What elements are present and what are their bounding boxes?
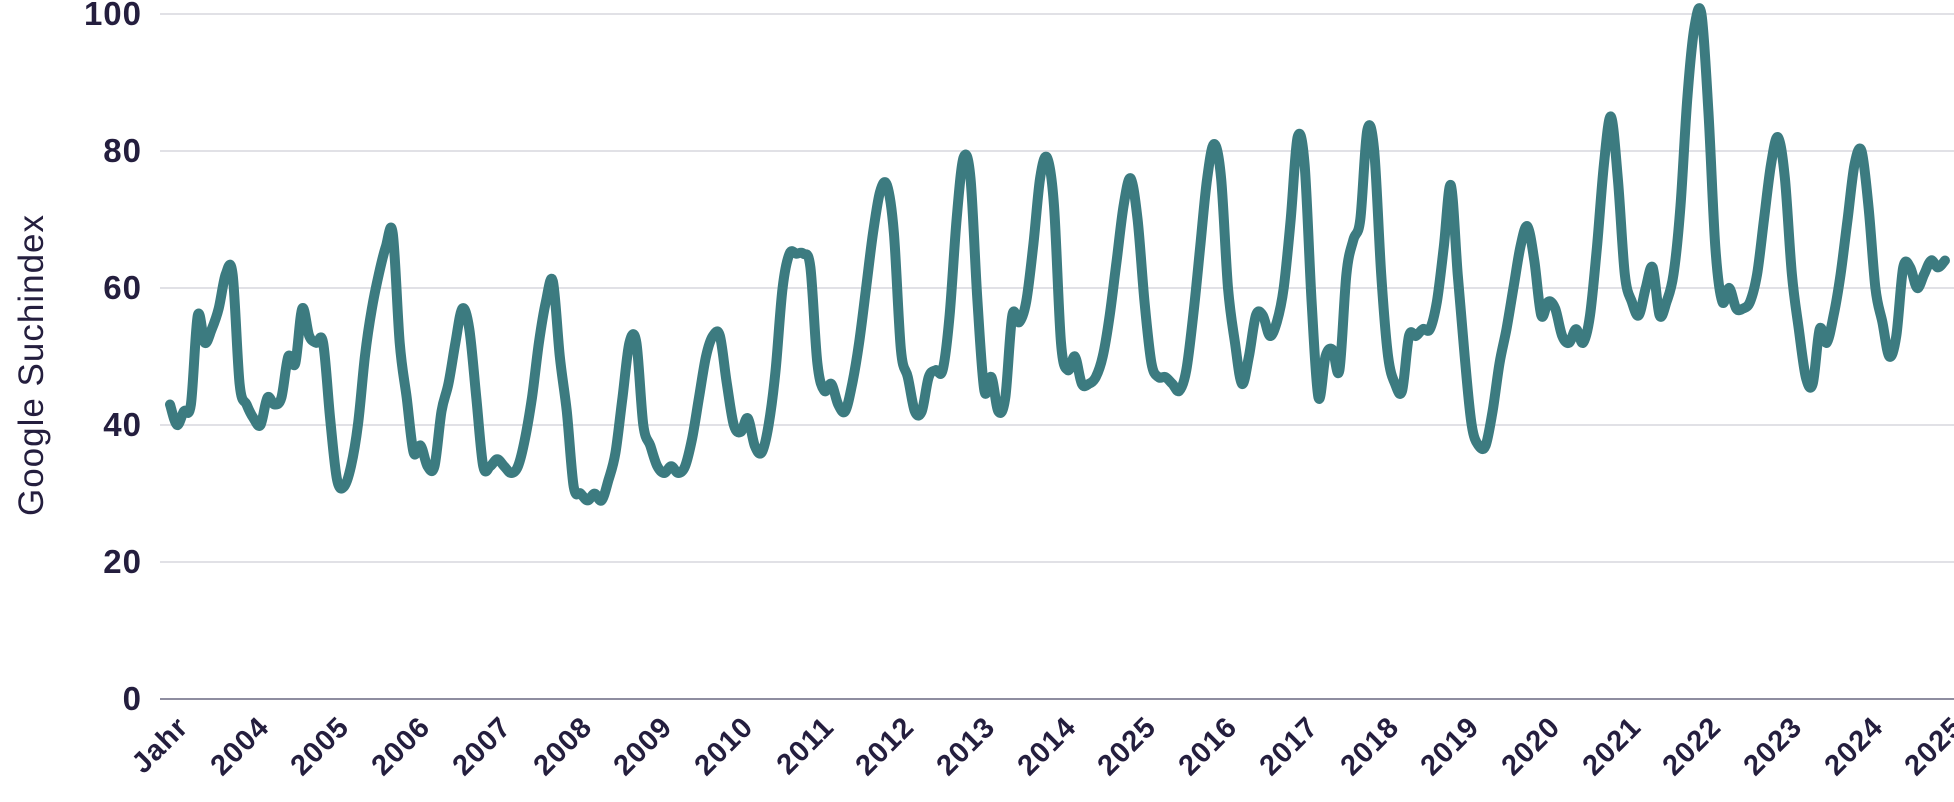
y-tick-label: 0 xyxy=(122,680,142,718)
y-tick-label: 20 xyxy=(103,543,142,581)
y-gridline xyxy=(160,12,1954,15)
y-tick-label: 100 xyxy=(83,0,142,32)
x-axis-line xyxy=(160,698,1954,701)
y-tick-label: 80 xyxy=(103,131,142,169)
trend-line xyxy=(165,3,1950,506)
y-tick-label: 40 xyxy=(103,406,142,444)
y-gridline xyxy=(160,149,1954,152)
y-tick-label: 60 xyxy=(103,268,142,306)
y-gridline xyxy=(160,561,1954,564)
y-gridline xyxy=(160,424,1954,427)
